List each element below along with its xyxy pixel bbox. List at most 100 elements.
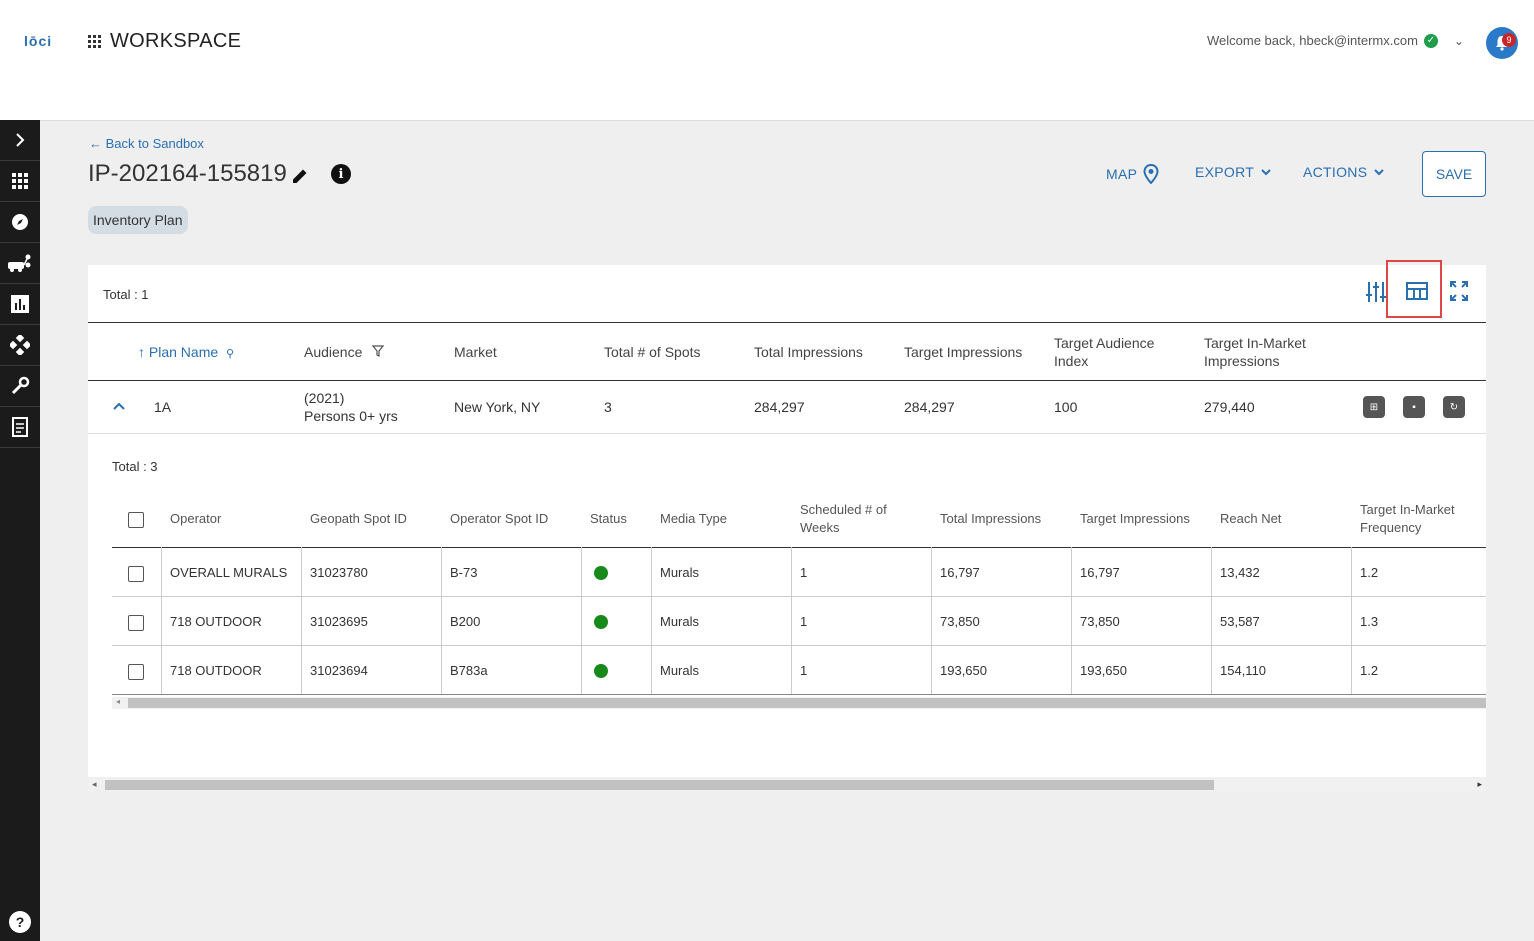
column-settings-button[interactable] (1366, 281, 1386, 308)
header-divider (88, 322, 1486, 323)
add-row-button[interactable]: ⊞ (1363, 396, 1385, 418)
back-to-sandbox-link[interactable]: ← Back to Sandbox (89, 136, 204, 151)
expand-icon (1450, 281, 1468, 301)
select-all-checkbox[interactable] (128, 512, 144, 528)
search-icon[interactable]: ⚲ (226, 348, 235, 360)
cell-operator: 718 OUTDOOR (170, 614, 262, 629)
subheader-divider (112, 547, 1486, 548)
sidebar-item-tools[interactable] (0, 366, 40, 407)
header-total-impressions[interactable]: Total Impressions (940, 511, 1042, 526)
header-audience[interactable]: Audience (304, 343, 385, 361)
grid-line (791, 547, 792, 694)
status-dot (594, 615, 608, 629)
scrollbar-thumb[interactable] (128, 698, 1486, 708)
table-view-button[interactable] (1406, 281, 1428, 306)
cell-target-impressions: 284,297 (904, 399, 955, 415)
chevron-up-icon[interactable] (113, 401, 125, 411)
notification-badge: 9 (1502, 33, 1516, 47)
sidebar-item-inventory[interactable] (0, 243, 40, 284)
chevron-down-icon[interactable]: ⌄ (1453, 33, 1464, 48)
header-total-spots[interactable]: Total # of Spots (604, 344, 701, 360)
map-button[interactable]: MAP (1106, 164, 1159, 184)
cell-geopath-id: 31023694 (310, 663, 368, 678)
grid-line (441, 547, 442, 694)
grid-line (161, 547, 162, 694)
scroll-right-icon[interactable]: ▸ (1477, 779, 1482, 789)
header-total-impressions[interactable]: Total Impressions (754, 344, 863, 360)
header-target-in-market[interactable]: Target In-Market Impressions (1204, 335, 1306, 369)
cell-audience-year: (2021) (304, 390, 345, 406)
cell-geopath-id: 31023780 (310, 565, 368, 580)
refresh-row-button[interactable]: ↻ (1443, 396, 1465, 418)
export-label: EXPORT (1195, 164, 1255, 180)
cell-media-type: Murals (660, 565, 700, 580)
row-divider (88, 380, 1486, 381)
app-logo[interactable]: lōci (24, 33, 53, 49)
sidebar-item-network[interactable] (0, 325, 40, 366)
edit-button[interactable] (290, 166, 310, 191)
spots-horizontal-scrollbar[interactable]: ◂ (112, 697, 1486, 709)
arrow-left-icon: ← (89, 136, 102, 151)
chevron-down-icon (1261, 169, 1271, 176)
header-target-impressions[interactable]: Target Impressions (1080, 511, 1190, 526)
header-status[interactable]: Status (590, 511, 627, 526)
cell-total-impressions: 284,297 (754, 399, 805, 415)
sidebar-item-reports[interactable] (0, 284, 40, 325)
workspace-menu[interactable]: WORKSPACE (88, 30, 241, 53)
user-menu[interactable]: Welcome back, hbeck@intermx.com ✓ ⌄ (1207, 33, 1464, 48)
cell-operator: 718 OUTDOOR (170, 663, 262, 678)
save-button[interactable]: SAVE (1422, 151, 1486, 197)
header-geopath-id[interactable]: Geopath Spot ID (310, 511, 407, 526)
info-icon[interactable]: i (331, 164, 351, 184)
export-dropdown[interactable]: EXPORT (1195, 164, 1272, 180)
plan-type-chip: Inventory Plan (88, 206, 188, 234)
scroll-left-icon[interactable]: ◂ (116, 697, 121, 706)
header-target-audience-index[interactable]: Target Audience Index (1054, 335, 1155, 369)
spots-total: Total : 3 (112, 459, 158, 474)
row-checkbox[interactable] (128, 615, 144, 631)
cell-operator-spot-id: B783a (450, 663, 488, 678)
scroll-left-icon[interactable]: ◂ (92, 779, 97, 789)
fullscreen-button[interactable] (1450, 281, 1468, 306)
compass-icon (12, 214, 28, 230)
cell-target-index: 100 (1054, 399, 1078, 415)
sidebar-item-documents[interactable] (0, 407, 40, 448)
actions-dropdown[interactable]: ACTIONS (1303, 164, 1385, 180)
row-checkbox[interactable] (128, 664, 144, 680)
header-reach-net[interactable]: Reach Net (1220, 511, 1282, 526)
status-dot (594, 566, 608, 580)
cell-weeks: 1 (800, 565, 808, 580)
pencil-icon (293, 169, 307, 183)
sort-up-icon: ↑ (138, 344, 145, 360)
plus-square-icon: ⊞ (1369, 401, 1379, 413)
cell-frequency: 1.2 (1360, 663, 1379, 678)
wrench-icon (11, 376, 30, 395)
map-pin-icon (1143, 164, 1159, 184)
page-horizontal-scrollbar[interactable]: ◂ ▸ (88, 779, 1486, 791)
row-checkbox[interactable] (128, 566, 144, 582)
header-scheduled-weeks[interactable]: Scheduled # of Weeks (800, 502, 887, 535)
status-dot (594, 664, 608, 678)
header-target-frequency[interactable]: Target In-Market Frequency (1360, 502, 1455, 535)
header-target-impressions[interactable]: Target Impressions (904, 344, 1023, 360)
header-plan-name[interactable]: ↑ Plan Name ⚲ (138, 343, 234, 363)
header-operator[interactable]: Operator (170, 511, 222, 526)
cell-target-impressions: 16,797 (1080, 565, 1120, 580)
highlight-box (1386, 260, 1442, 318)
cell-target-in-market: 279,440 (1204, 399, 1255, 415)
chevron-down-icon (1374, 169, 1385, 176)
scrollbar-thumb[interactable] (105, 780, 1214, 790)
actions-label: ACTIONS (1303, 164, 1368, 180)
help-icon[interactable]: ? (9, 911, 31, 933)
header-operator-spot-id[interactable]: Operator Spot ID (450, 511, 549, 526)
header-media-type[interactable]: Media Type (660, 511, 727, 526)
sidebar-item-workspace[interactable] (0, 161, 40, 202)
cell-market: New York, NY (454, 399, 541, 415)
sidebar-item-explore[interactable] (0, 202, 40, 243)
diamond-nodes-icon (10, 335, 30, 355)
sidebar-expand[interactable] (0, 120, 40, 161)
filter-icon[interactable] (372, 345, 385, 357)
header-market[interactable]: Market (454, 344, 497, 360)
delete-row-button[interactable]: ▪ (1403, 396, 1425, 418)
trash-icon: ▪ (1412, 401, 1416, 413)
